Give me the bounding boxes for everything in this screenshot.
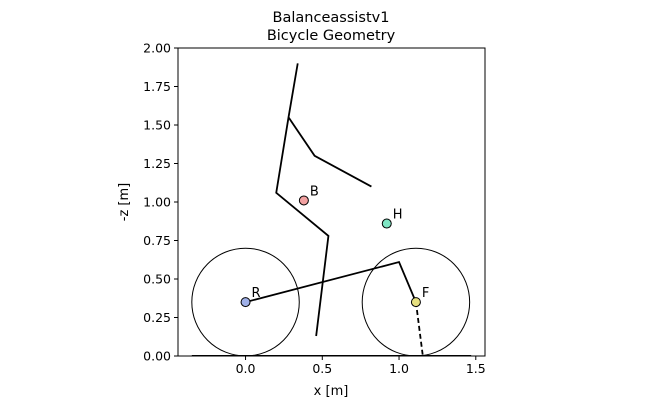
point-b: [298, 195, 309, 206]
point-f: [410, 297, 421, 308]
plot-content: R B H F: [191, 63, 472, 356]
y-tick-label: 0.50: [143, 272, 171, 287]
y-tick-label: 0.75: [143, 233, 171, 248]
x-tick-label: 1.5: [466, 361, 486, 376]
point-h: [381, 218, 392, 229]
y-tick-label: 1.25: [143, 156, 171, 171]
chart-title-line2: Bicycle Geometry: [267, 28, 396, 44]
y-axis: 0.00 0.25 0.50 0.75 1.00 1.25 1.50 1.75 2.00: [143, 41, 178, 364]
point-r: [240, 297, 251, 308]
fork-extension-line: [415, 301, 424, 356]
x-tick-label: 1.0: [389, 361, 409, 376]
front-wheel: [361, 247, 471, 356]
point-label-h: H: [393, 208, 403, 223]
y-axis-label: -z [m]: [117, 183, 132, 221]
y-tick-label: 0.25: [143, 310, 171, 325]
arm-line: [287, 116, 372, 188]
x-axis-label: x [m]: [314, 384, 349, 399]
rear-wheel: [191, 247, 300, 356]
plot-area: [191, 63, 472, 356]
point-label-b: B: [310, 184, 319, 199]
y-tick-label: 1.75: [143, 79, 171, 94]
y-tick-label: 2.00: [143, 41, 171, 56]
point-label-f: F: [422, 286, 429, 301]
y-tick-label: 0.00: [143, 349, 171, 364]
chart-title-line1: Balanceassistv1: [273, 10, 390, 26]
x-axis: 0.0 0.5 1.0 1.5: [236, 356, 486, 376]
leg-line: [275, 63, 330, 337]
x-tick-label: 0.5: [312, 361, 332, 376]
x-tick-label: 0.0: [236, 361, 256, 376]
frame-line: [245, 260, 417, 303]
y-tick-label: 1.50: [143, 118, 171, 133]
y-tick-label: 1.00: [143, 195, 171, 210]
point-label-r: R: [252, 286, 261, 301]
